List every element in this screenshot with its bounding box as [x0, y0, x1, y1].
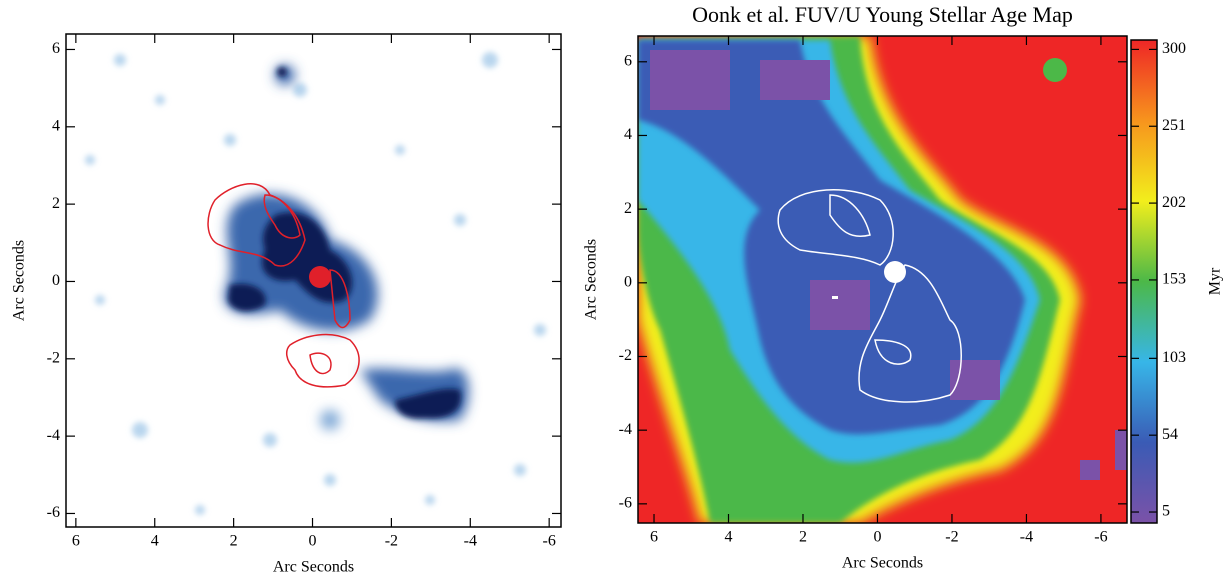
plot-frame — [637, 35, 1128, 524]
y-axis-label: Arc Seconds — [11, 240, 28, 321]
colorbar — [1130, 39, 1158, 524]
y-tick-label: 6 — [624, 52, 632, 69]
colorbar-label: Myr — [1207, 267, 1224, 295]
left-image — [66, 34, 561, 527]
x-tick-label: -2 — [385, 533, 398, 550]
x-tick-label: -6 — [543, 533, 556, 550]
x-tick-label: 0 — [309, 533, 317, 550]
x-tick-label: 6 — [72, 533, 80, 550]
x-tick-label: 2 — [230, 533, 238, 550]
colorbar-tick-label: 251 — [1162, 117, 1186, 134]
y-tick-label: 4 — [52, 117, 60, 134]
y-axis-label: Arc Seconds — [583, 239, 600, 320]
y-tick-label: 2 — [624, 200, 632, 217]
y-tick-label: 4 — [624, 126, 632, 143]
y-tick-label: 0 — [52, 272, 60, 289]
y-tick-label: -6 — [47, 504, 60, 521]
colorbar-tick-label: 54 — [1162, 426, 1178, 443]
x-tick-label: -6 — [1094, 529, 1107, 546]
y-tick-label: -2 — [619, 347, 632, 364]
x-tick-label: 4 — [151, 533, 159, 550]
y-tick-label: -4 — [619, 421, 632, 438]
x-tick-label: 4 — [725, 529, 733, 546]
x-tick-label: -2 — [945, 529, 958, 546]
x-tick-label: 2 — [799, 529, 807, 546]
x-tick-label: -4 — [1020, 529, 1033, 546]
y-tick-label: 2 — [52, 195, 60, 212]
y-tick-label: -4 — [47, 427, 60, 444]
y-tick-label: -6 — [619, 495, 632, 512]
colorbar-tick-label: 103 — [1162, 349, 1186, 366]
colorbar-tick-label: 300 — [1162, 40, 1186, 57]
y-tick-label: 6 — [52, 40, 60, 57]
chart-title: Oonk et al. FUV/U Young Stellar Age Map — [692, 2, 1073, 27]
x-axis-label: Arc Seconds — [273, 559, 354, 576]
x-axis-label: Arc Seconds — [842, 555, 923, 572]
colorbar-tick-label: 202 — [1162, 194, 1186, 211]
x-tick-label: -4 — [464, 533, 477, 550]
x-tick-label: 0 — [873, 529, 881, 546]
plot-frame — [65, 33, 562, 528]
y-tick-label: -2 — [47, 349, 60, 366]
x-tick-label: 6 — [650, 529, 658, 546]
colorbar-tick-label: 153 — [1162, 271, 1186, 288]
right-image — [638, 36, 1127, 523]
y-tick-label: 0 — [624, 273, 632, 290]
colorbar-tick-label: 5 — [1162, 503, 1170, 520]
